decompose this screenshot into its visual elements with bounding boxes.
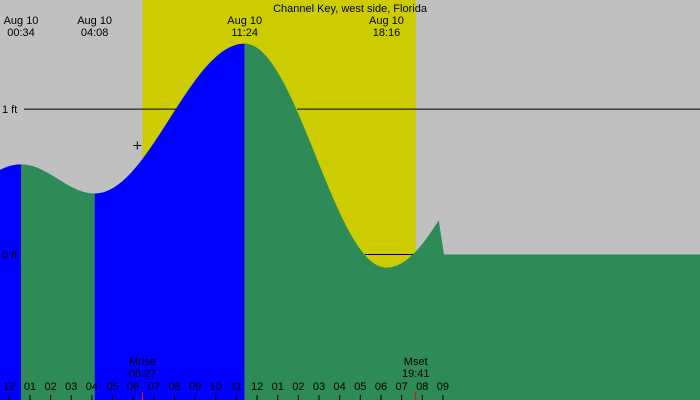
time-tick-label: 02 [292,381,304,393]
reference-line-label: 0 ft [2,250,17,262]
tide-event-date: Aug 10 [227,15,262,27]
time-tick-label: 09 [437,381,449,393]
time-tick-label: 08 [168,381,180,393]
moon-event-label: Mset [404,356,428,368]
time-tick-label: 03 [313,381,325,393]
moon-event-label: Mrise [129,356,156,368]
chart-title: Channel Key, west side, Florida [273,3,428,15]
time-tick-label: 05 [106,381,118,393]
time-tick-label: 02 [44,381,56,393]
tide-fill-areas [0,43,700,400]
rising-tide-area [94,43,245,400]
rising-tide-area [0,164,21,400]
time-tick-label: 06 [375,381,387,393]
tide-event-date: Aug 10 [4,15,39,27]
time-tick-label: 06 [127,381,139,393]
reference-line-label: 1 ft [2,104,17,116]
tide-event-date: Aug 10 [369,15,404,27]
time-tick-label: 03 [65,381,77,393]
tide-event-time: 00:34 [7,27,35,39]
falling-tide-area [244,43,387,400]
tide-event-time: 18:16 [373,27,401,39]
time-tick-label: 09 [189,381,201,393]
reference-lines: 1 ft 0 ft [2,104,700,262]
level-mark [133,141,142,150]
time-tick-label: 04 [334,381,346,393]
time-tick-label: 07 [148,381,160,393]
tide-event-date: Aug 10 [77,15,112,27]
time-tick-label: 08 [416,381,428,393]
time-tick-label: 10 [210,381,222,393]
level-marks [133,141,142,150]
time-tick-label: 05 [354,381,366,393]
time-tick-label: 12 [251,381,263,393]
time-tick-label: 04 [86,381,98,393]
time-tick-label: 12 [3,381,15,393]
time-tick-label: 07 [395,381,407,393]
falling-tide-area [21,164,95,400]
time-tick-label: 01 [24,381,36,393]
tide-event-time: 04:08 [81,27,109,39]
time-tick-label: 01 [272,381,284,393]
moon-event-time: 06:27 [129,368,157,380]
time-axis: 1112010203040506070809101112010203040506… [3,381,449,400]
falling-tide-area [386,220,700,400]
time-tick-label: 11 [231,381,242,393]
tide-event-time: 11:24 [231,27,258,39]
moon-event-time: 19:41 [402,368,430,380]
